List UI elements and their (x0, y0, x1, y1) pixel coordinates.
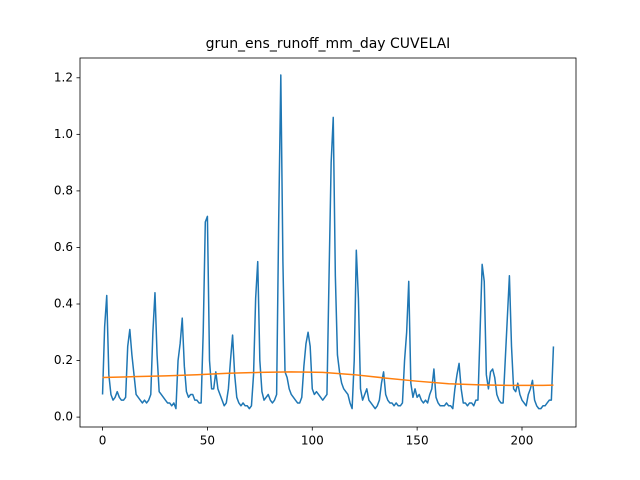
x-tick-label: 200 (511, 434, 534, 448)
y-tick-label: 1.0 (54, 127, 73, 141)
y-tick-label: 0.0 (54, 410, 73, 424)
y-tick-label: 0.2 (54, 353, 73, 367)
x-tick-label: 50 (200, 434, 215, 448)
axes-frame (79, 57, 577, 428)
x-tick-label: 100 (301, 434, 324, 448)
data-line (102, 371, 554, 387)
data-line (101, 74, 555, 410)
y-tick-label: 0.4 (54, 297, 73, 311)
y-tick-label: 0.8 (54, 183, 73, 197)
x-tick-label: 0 (99, 434, 107, 448)
x-tick-label: 150 (406, 434, 429, 448)
chart-title: grun_ens_runoff_mm_day CUVELAI (206, 36, 451, 52)
y-tick-label: 0.6 (54, 240, 73, 254)
y-tick-label: 1.2 (54, 70, 73, 84)
